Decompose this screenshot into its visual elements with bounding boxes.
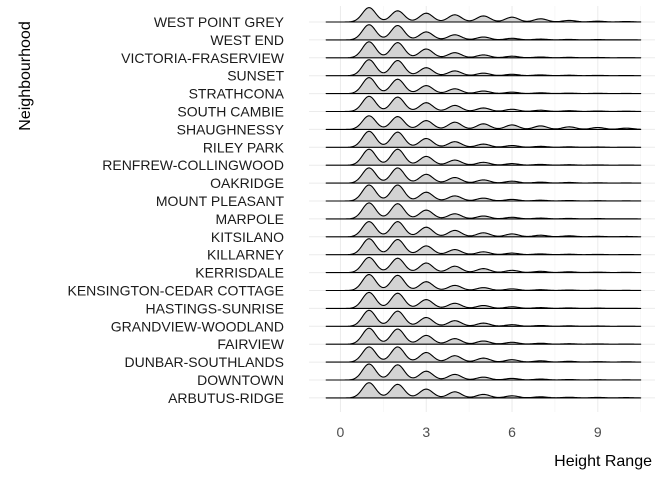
ridge-sunset [325,59,642,77]
ridge-downtown [325,363,642,381]
ridge-grandview-woodland [325,309,642,327]
ridge-west-end [325,24,642,41]
y-tick-label: GRANDVIEW-WOODLAND [111,318,284,334]
y-tick-label: SHAUGHNESSY [177,121,285,137]
x-axis-title: Height Range [554,453,652,470]
y-tick-label: WEST POINT GREY [154,14,285,30]
x-tick-labels: 0 3 6 9 [337,424,602,440]
y-tick-label: SOUTH CAMBIE [177,104,284,120]
ridge-hastings-sunrise [325,291,642,309]
y-tick-label: VICTORIA-FRASERVIEW [121,50,285,66]
y-tick-label: MOUNT PLEASANT [156,193,285,209]
ridge-south-cambie [325,95,642,113]
ridge-shaughnessy [325,115,642,130]
ridge-mount-pleasant [325,184,642,202]
y-tick-label: FAIRVIEW [217,336,284,352]
y-tick-label: RENFREW-COLLINGWOOD [102,157,284,173]
ridge-arbutus-ridge [325,382,642,399]
ridge-kensington-cedar-cottage [325,274,642,292]
y-axis-title: Neighbourhood [17,21,34,130]
ridge-dunbar-southlands [325,346,642,363]
x-tick-label: 6 [508,424,516,440]
ridge-west-point-grey [325,7,642,23]
y-tick-label: HASTINGS-SUNRISE [146,300,284,316]
grid [309,6,655,412]
y-tick-label: MARPOLE [216,211,284,227]
x-tick-label: 9 [594,424,602,440]
y-tick-labels: ARBUTUS-RIDGE DOWNTOWN DUNBAR-SOUTHLANDS FA… [67,14,284,406]
x-tick-label: 0 [337,424,345,440]
ridges [325,7,642,399]
ridge-strathcona [325,77,642,95]
y-tick-label: DOWNTOWN [197,372,284,388]
ridge-kerrisdale [325,256,642,274]
y-tick-label: ARBUTUS-RIDGE [168,390,284,406]
x-tick-label: 3 [422,424,430,440]
ridge-riley-park [325,130,642,148]
ridge-kitsilano [325,221,642,238]
y-tick-label: KENSINGTON-CEDAR COTTAGE [67,283,284,299]
ridge-victoria-fraserview [325,41,642,59]
ridge-marpole [325,202,642,220]
y-tick-label: OAKRIDGE [210,175,284,191]
ridge-fairview [325,327,642,345]
y-tick-label: KILLARNEY [207,247,285,263]
y-tick-label: KITSILANO [211,229,284,245]
y-tick-label: DUNBAR-SOUTHLANDS [125,354,284,370]
ridge-renfrew-collingwood [325,148,642,166]
y-tick-label: RILEY PARK [203,139,285,155]
y-tick-label: KERRISDALE [195,265,284,281]
y-tick-label: WEST END [210,32,284,48]
ridge-killarney [325,238,642,256]
ridge-oakridge [325,167,642,184]
y-tick-label: STRATHCONA [189,86,285,102]
y-tick-label: SUNSET [227,68,284,84]
